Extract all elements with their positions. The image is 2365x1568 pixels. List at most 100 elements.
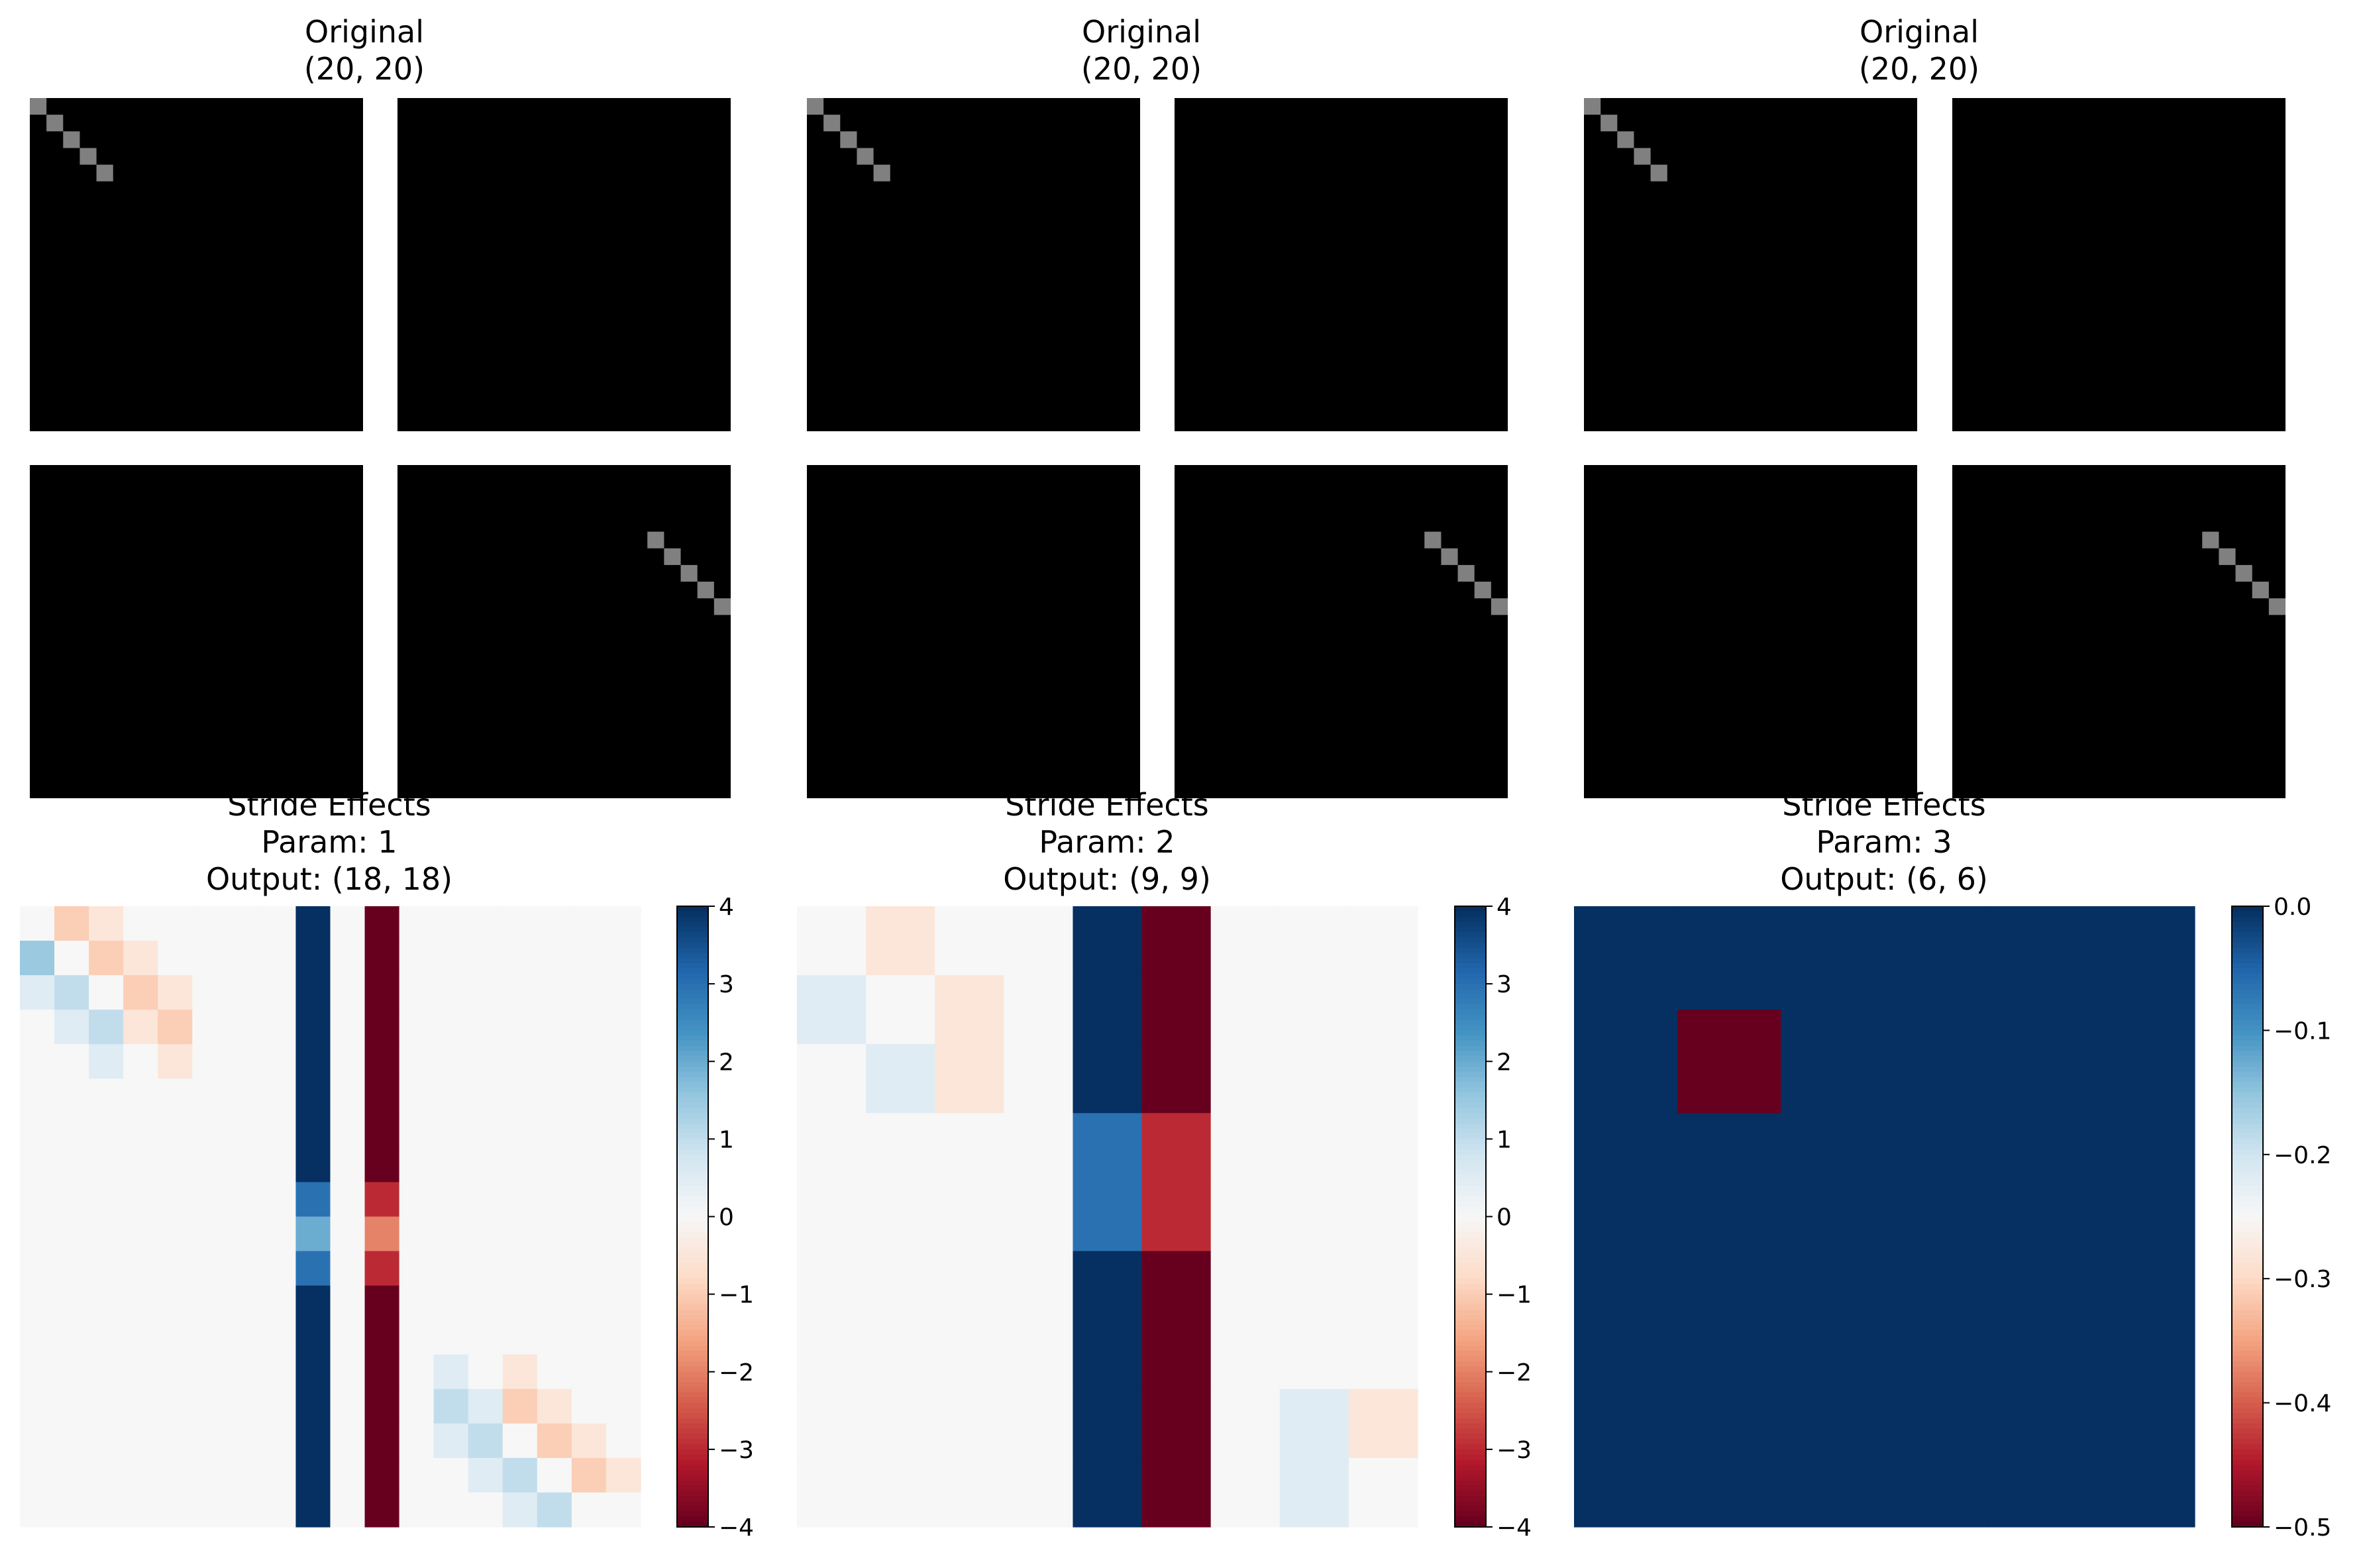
heatmap-cell (158, 975, 193, 1010)
colorbar-segment (677, 1253, 708, 1259)
colorbar-segment (1455, 1340, 1486, 1347)
colorbar-segment (677, 1268, 708, 1275)
colorbar-segment (2232, 1097, 2263, 1104)
heatmap-cell (227, 975, 262, 1010)
colorbar-segment (677, 1351, 708, 1357)
heatmap-cell (20, 1354, 55, 1390)
heatmap-cell (1574, 1010, 1678, 1114)
heatmap-cell (295, 1147, 331, 1183)
stride-title-2-text: Stride Effects (1005, 787, 1209, 823)
colorbar-segment (2232, 1288, 2263, 1295)
colorbar-segment (2232, 1310, 2263, 1316)
colorbar-segment (2232, 1304, 2263, 1310)
heatmap-cell (295, 975, 331, 1010)
colorbar-segment (1455, 1004, 1486, 1010)
heatmap-cell (1781, 1010, 1885, 1114)
colorbar-segment (2232, 1284, 2263, 1290)
heatmap-cell (295, 1251, 331, 1286)
heatmap-cell (605, 941, 641, 976)
heatmap-cell (1141, 975, 1212, 1045)
colorbar-tick-label: 2 (1497, 1049, 1512, 1076)
heatmap-cell (330, 906, 366, 941)
heatmap-cell (537, 1423, 572, 1459)
heatmap-cell (330, 1423, 366, 1459)
heatmap-cell (158, 1010, 193, 1045)
heatmap-cell (1884, 1320, 1989, 1424)
heatmap-cell (364, 1388, 400, 1424)
colorbar-segment (677, 1310, 708, 1316)
heatmap-cell (158, 1285, 193, 1321)
original-pixel (1457, 564, 1475, 582)
original-title-1: Original (20, 20) (265, 13, 464, 87)
heatmap-cell (330, 1354, 366, 1390)
colorbar-segment (1455, 1439, 1486, 1445)
colorbar-segment (677, 1149, 708, 1155)
heatmap-cell (54, 1423, 89, 1459)
colorbar-segment (1455, 1025, 1486, 1031)
colorbar-segment (677, 1222, 708, 1228)
colorbar-segment (677, 1025, 708, 1031)
heatmap-cell (502, 1113, 538, 1148)
colorbar-segment (2232, 1190, 2263, 1197)
heatmap-cell (192, 1010, 227, 1045)
colorbar-segment (1455, 1128, 1486, 1135)
heatmap-cell (433, 906, 469, 941)
colorbar-segment (1455, 1496, 1486, 1502)
heatmap-cell (866, 1044, 935, 1114)
heatmap-cell (605, 1354, 641, 1390)
colorbar-segment (1455, 1480, 1486, 1487)
original-pixel (1491, 598, 1508, 615)
heatmap-cell (468, 1251, 503, 1286)
colorbar-segment (2232, 1408, 2263, 1414)
original-tile (1175, 98, 1508, 431)
heatmap-cell (89, 1113, 124, 1148)
heatmap-cell (89, 1320, 124, 1355)
colorbar-tick-label: 0.0 (2274, 894, 2311, 921)
colorbar-segment (677, 1097, 708, 1104)
colorbar-segment (2232, 953, 2263, 959)
colorbar-segment (677, 1185, 708, 1192)
heatmap-cell (433, 1251, 469, 1286)
heatmap-cell (1210, 906, 1281, 976)
colorbar-segment (2232, 1222, 2263, 1228)
heatmap-cell (866, 1113, 935, 1183)
colorbar-segment (1455, 1196, 1486, 1202)
heatmap-cell (1884, 1423, 1989, 1528)
heatmap-cell (468, 1457, 503, 1493)
colorbar-tick-label: −0.2 (2274, 1142, 2331, 1169)
colorbar-tick-label: 3 (1497, 971, 1512, 998)
heatmap-cell (797, 1182, 867, 1252)
colorbar-segment (677, 1206, 708, 1212)
colorbar-segment (2232, 1056, 2263, 1063)
colorbar-segment (1455, 1087, 1486, 1093)
heatmap-cell (866, 906, 935, 976)
stride-param-3: Param: 3 (1816, 824, 1952, 860)
colorbar-segment (2232, 1041, 2263, 1047)
heatmap-cell (54, 1113, 89, 1148)
colorbar-segment (1455, 1320, 1486, 1326)
heatmap-cell (192, 906, 227, 941)
original-pixel (857, 148, 874, 165)
heatmap-cell (1073, 1457, 1143, 1528)
colorbar-segment (677, 1434, 708, 1440)
heatmap-cell (468, 1182, 503, 1218)
colorbar-segment (677, 1067, 708, 1072)
heatmap-cell (1004, 1182, 1074, 1252)
colorbar-segment (677, 1408, 708, 1414)
colorbar-segment (1455, 1035, 1486, 1041)
colorbar-segment (677, 1288, 708, 1295)
colorbar-segment (2232, 1325, 2263, 1332)
colorbar-segment (677, 1175, 708, 1181)
heatmap-cell (295, 1182, 331, 1218)
heatmap-cell (123, 1044, 158, 1079)
heatmap-cell (54, 975, 89, 1010)
heatmap-cell (1141, 1388, 1212, 1459)
heatmap-cell (123, 1078, 158, 1114)
heatmap-cell (433, 1285, 469, 1321)
colorbar-segment (2232, 1439, 2263, 1445)
original-pixel (2252, 582, 2269, 599)
colorbar-segment (677, 1284, 708, 1290)
original-pixel (1650, 164, 1667, 182)
heatmap-cell (261, 1492, 297, 1528)
colorbar-segment (677, 1444, 708, 1450)
